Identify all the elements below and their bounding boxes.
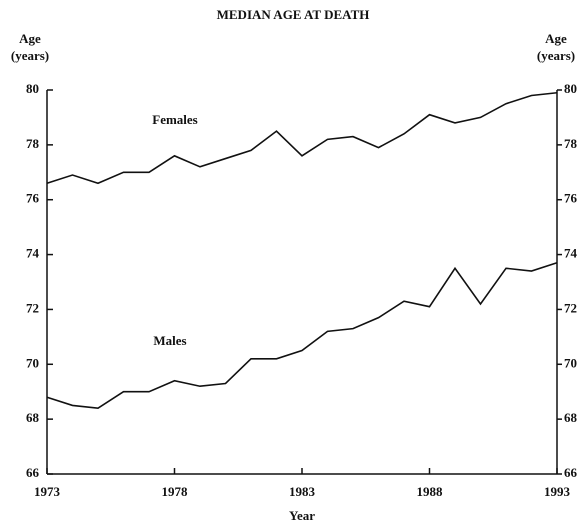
series-label: Males <box>153 333 186 348</box>
y-tick-label: 70 <box>26 355 39 370</box>
y2-tick-label: 78 <box>564 136 578 151</box>
y-tick-label: 80 <box>26 81 39 96</box>
y-tick-label: 66 <box>26 465 40 480</box>
series-label: Females <box>152 112 197 127</box>
x-axis-label: Year <box>289 508 315 523</box>
chart-title: MEDIAN AGE AT DEATH <box>217 7 370 22</box>
y2-tick-label: 70 <box>564 355 577 370</box>
y2-tick-label: 68 <box>564 410 578 425</box>
x-tick-label: 1993 <box>544 484 571 499</box>
x-tick-label: 1983 <box>289 484 316 499</box>
x-tick-label: 1973 <box>34 484 61 499</box>
y-tick-label: 68 <box>26 410 40 425</box>
y-tick-label: 74 <box>26 246 40 261</box>
data-line <box>46 262 558 409</box>
y2-tick-label: 72 <box>564 300 577 315</box>
y-tick-label: 72 <box>26 300 39 315</box>
x-tick-label: 1988 <box>417 484 444 499</box>
y2-axis-label: (years) <box>537 48 575 63</box>
y-tick-label: 78 <box>26 136 40 151</box>
y2-tick-label: 80 <box>564 81 577 96</box>
y2-tick-label: 74 <box>564 246 578 261</box>
y-tick-label: 76 <box>26 191 40 206</box>
x-tick-label: 1978 <box>162 484 189 499</box>
y-axis-label: Age <box>19 31 41 46</box>
data-line <box>46 91 558 185</box>
y2-tick-label: 76 <box>564 191 578 206</box>
y-axis-label: (years) <box>11 48 49 63</box>
y2-axis-label: Age <box>545 31 567 46</box>
y2-tick-label: 66 <box>564 465 578 480</box>
